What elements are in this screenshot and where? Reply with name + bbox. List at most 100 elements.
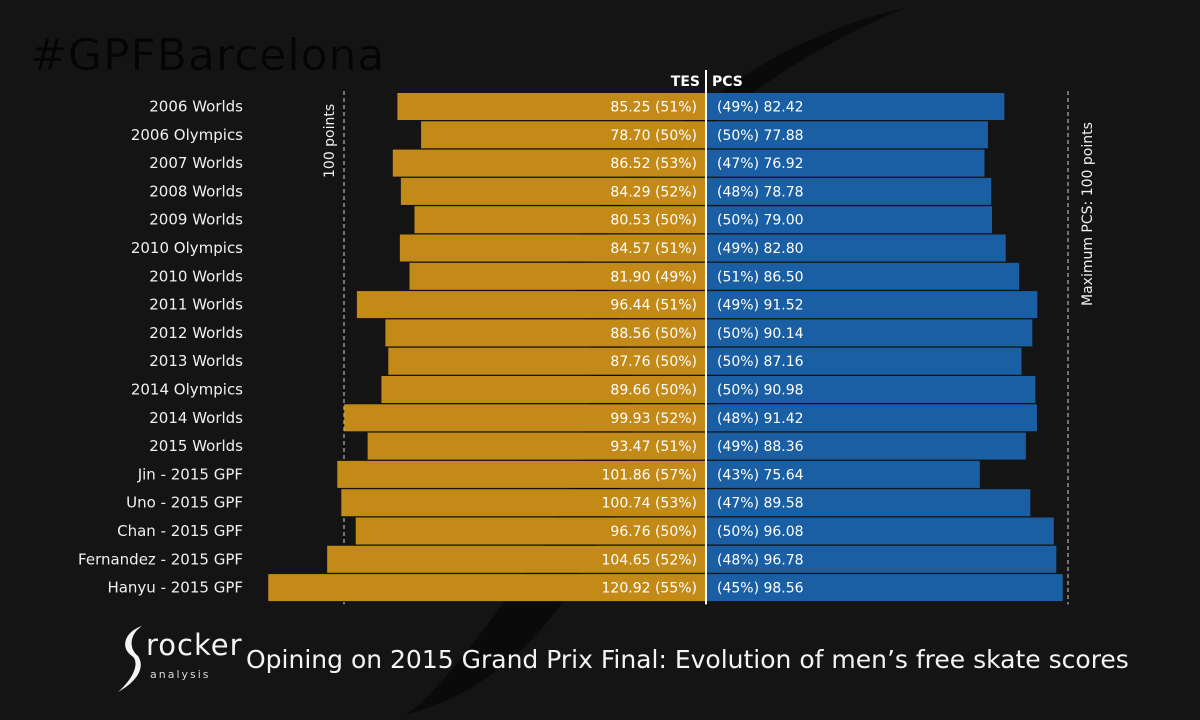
tes-bar <box>337 460 706 488</box>
category-label: Uno - 2015 GPF <box>126 494 243 512</box>
pcs-bar <box>706 177 992 205</box>
category-label: 2011 Worlds <box>149 296 243 314</box>
tes-bar <box>409 262 706 290</box>
pcs-bar <box>706 121 988 149</box>
chart-caption: Opining on 2015 Grand Prix Final: Evolut… <box>246 645 1129 674</box>
pcs-bar <box>706 489 1031 517</box>
tes-bar <box>385 319 706 347</box>
pcs-bar <box>706 206 992 234</box>
header-pcs: PCS <box>712 74 743 90</box>
guide-right-label: Maximum PCS: 100 points <box>1080 122 1096 306</box>
tes-value-label: 85.25 (51%) <box>610 100 697 116</box>
tes-bar <box>397 93 706 120</box>
tes-value-label: 96.76 (50%) <box>610 524 697 540</box>
pcs-value-label: (49%) 82.80 <box>717 241 804 257</box>
pcs-value-label: (50%) 87.16 <box>717 354 804 370</box>
pcs-value-label: (50%) 79.00 <box>717 213 804 229</box>
pcs-value-label: (47%) 76.92 <box>717 156 804 172</box>
tes-bar <box>268 574 706 602</box>
pcs-bar <box>706 234 1006 262</box>
tes-value-label: 89.66 (50%) <box>610 383 697 399</box>
tes-bar <box>367 432 706 460</box>
tes-value-label: 87.76 (50%) <box>610 354 697 370</box>
category-label: 2015 Worlds <box>149 437 243 455</box>
tes-bar <box>327 545 706 573</box>
tes-bar <box>400 177 706 205</box>
tes-value-label: 88.56 (50%) <box>610 326 697 342</box>
tes-value-label: 120.92 (55%) <box>602 581 697 597</box>
pcs-bar <box>706 460 980 488</box>
tes-bar <box>414 206 706 234</box>
pcs-bar <box>706 574 1063 602</box>
tes-bar <box>356 291 706 319</box>
category-label: 2006 Olympics <box>131 126 243 144</box>
rocker-analysis-logo: rocker analysis <box>110 622 245 697</box>
tes-value-label: 81.90 (49%) <box>610 269 697 285</box>
pcs-value-label: (49%) 82.42 <box>717 100 804 116</box>
pcs-value-label: (50%) 77.88 <box>717 128 804 144</box>
logo-wordmark: rocker <box>146 628 243 662</box>
pcs-bar <box>706 347 1022 375</box>
tes-value-label: 96.44 (51%) <box>610 298 697 314</box>
category-label: 2010 Worlds <box>149 267 243 285</box>
pcs-value-label: (48%) 78.78 <box>717 184 804 200</box>
tes-value-label: 84.57 (51%) <box>610 241 697 257</box>
category-label: 2014 Worlds <box>149 409 243 427</box>
pcs-value-label: (50%) 90.98 <box>717 383 804 399</box>
pcs-bar <box>706 262 1020 290</box>
pcs-value-label: (48%) 91.42 <box>717 411 804 427</box>
category-label: 2014 Olympics <box>131 381 243 399</box>
tes-value-label: 86.52 (53%) <box>610 156 697 172</box>
pcs-value-label: (51%) 86.50 <box>717 269 804 285</box>
tes-value-label: 84.29 (52%) <box>610 184 697 200</box>
tes-bar <box>388 347 706 375</box>
tes-value-label: 80.53 (50%) <box>610 213 697 229</box>
tes-value-label: 99.93 (52%) <box>610 411 697 427</box>
logo-swirl-icon <box>118 626 142 692</box>
category-label: 2010 Olympics <box>131 239 243 257</box>
category-label: 2006 Worlds <box>149 98 243 116</box>
guide-left-label: 100 points <box>322 104 338 178</box>
tes-value-label: 78.70 (50%) <box>610 128 697 144</box>
pcs-bar <box>706 517 1054 545</box>
pcs-value-label: (45%) 98.56 <box>717 581 804 597</box>
hashtag-title: #GPFBarcelona <box>30 30 386 81</box>
category-label: 2009 Worlds <box>149 211 243 229</box>
tes-value-label: 104.65 (52%) <box>602 552 697 568</box>
category-label: 2012 Worlds <box>149 324 243 342</box>
tes-value-label: 100.74 (53%) <box>602 496 697 512</box>
pcs-bar <box>706 319 1033 347</box>
pcs-value-label: (49%) 88.36 <box>717 439 804 455</box>
tes-bar <box>381 376 706 403</box>
pcs-bar <box>706 404 1037 432</box>
pcs-value-label: (47%) 89.58 <box>717 496 804 512</box>
category-label: 2008 Worlds <box>149 182 243 200</box>
tes-bar <box>421 121 706 149</box>
pcs-value-label: (43%) 75.64 <box>717 467 804 483</box>
tes-bar <box>344 404 706 432</box>
pcs-value-label: (48%) 96.78 <box>717 552 804 568</box>
pcs-bar <box>706 93 1005 120</box>
pcs-bar <box>706 545 1057 573</box>
category-label: 2007 Worlds <box>149 154 243 172</box>
category-label: Fernandez - 2015 GPF <box>78 550 243 568</box>
tes-value-label: 101.86 (57%) <box>602 467 697 483</box>
tes-bar <box>392 149 706 177</box>
category-label: Chan - 2015 GPF <box>117 522 243 540</box>
pcs-value-label: (50%) 96.08 <box>717 524 804 540</box>
pcs-value-label: (49%) 91.52 <box>717 298 804 314</box>
tes-bar <box>399 234 706 262</box>
tes-bar <box>355 517 706 545</box>
tes-value-label: 93.47 (51%) <box>610 439 697 455</box>
tes-bar <box>341 489 706 517</box>
pcs-bar <box>706 376 1036 403</box>
logo-subtitle: analysis <box>150 668 211 681</box>
category-label: Jin - 2015 GPF <box>137 465 243 483</box>
header-tes: TES <box>671 74 700 90</box>
category-label: 2013 Worlds <box>149 352 243 370</box>
pcs-value-label: (50%) 90.14 <box>717 326 804 342</box>
pcs-bar <box>706 291 1038 319</box>
